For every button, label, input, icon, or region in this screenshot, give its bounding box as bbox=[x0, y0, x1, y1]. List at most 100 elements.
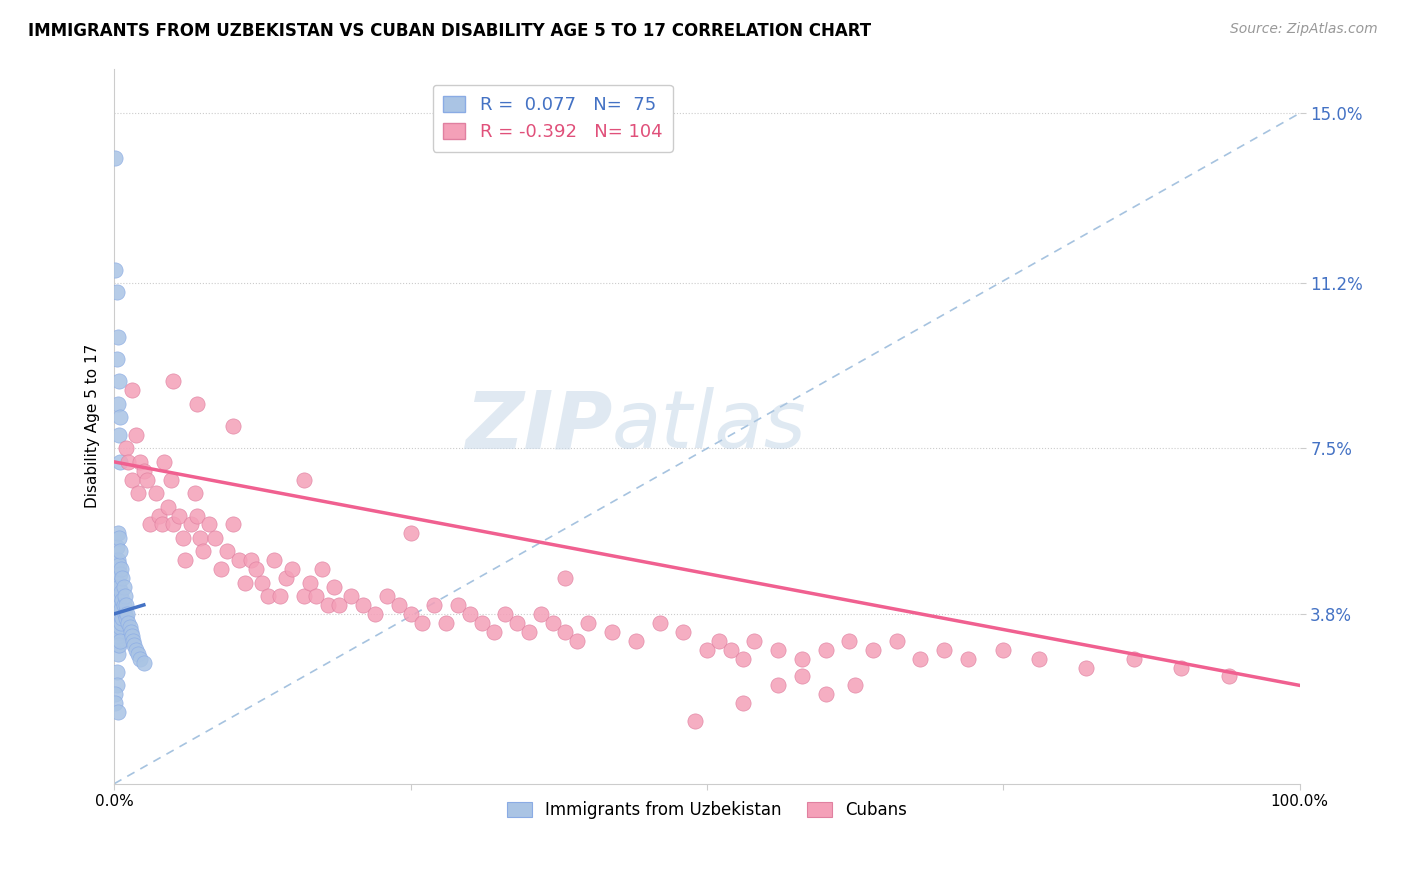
Point bbox=[172, 531, 194, 545]
Point bbox=[423, 598, 446, 612]
Point bbox=[269, 589, 291, 603]
Point bbox=[600, 624, 623, 639]
Point bbox=[174, 553, 197, 567]
Point bbox=[245, 562, 267, 576]
Point bbox=[910, 651, 932, 665]
Point bbox=[107, 647, 129, 661]
Point bbox=[108, 624, 131, 639]
Point bbox=[104, 607, 127, 621]
Point bbox=[1122, 651, 1144, 665]
Point bbox=[104, 584, 127, 599]
Point bbox=[107, 615, 129, 630]
Point bbox=[104, 262, 127, 277]
Point bbox=[148, 508, 170, 523]
Point bbox=[108, 531, 131, 545]
Point bbox=[233, 575, 256, 590]
Point bbox=[766, 678, 789, 692]
Point bbox=[672, 624, 695, 639]
Point bbox=[932, 642, 955, 657]
Point bbox=[105, 562, 128, 576]
Point bbox=[107, 553, 129, 567]
Point bbox=[274, 571, 297, 585]
Point bbox=[744, 633, 766, 648]
Point bbox=[104, 553, 127, 567]
Point bbox=[541, 615, 564, 630]
Point bbox=[364, 607, 387, 621]
Point bbox=[115, 607, 138, 621]
Point bbox=[136, 473, 159, 487]
Point bbox=[110, 584, 132, 599]
Point bbox=[257, 589, 280, 603]
Point bbox=[1076, 660, 1098, 674]
Point bbox=[696, 642, 718, 657]
Point bbox=[862, 642, 884, 657]
Point bbox=[111, 611, 134, 625]
Point bbox=[1218, 669, 1240, 683]
Point bbox=[215, 544, 238, 558]
Point bbox=[124, 428, 146, 442]
Point bbox=[399, 526, 422, 541]
Point bbox=[340, 589, 363, 603]
Point bbox=[886, 633, 908, 648]
Point bbox=[124, 642, 146, 657]
Point bbox=[352, 598, 374, 612]
Point bbox=[108, 638, 131, 652]
Point bbox=[105, 580, 128, 594]
Point bbox=[108, 544, 131, 558]
Point bbox=[107, 607, 129, 621]
Point bbox=[104, 615, 127, 630]
Point bbox=[108, 580, 131, 594]
Point bbox=[993, 642, 1015, 657]
Point bbox=[107, 329, 129, 343]
Point bbox=[239, 553, 262, 567]
Point bbox=[127, 647, 149, 661]
Point bbox=[814, 687, 837, 701]
Point bbox=[107, 705, 129, 719]
Point bbox=[105, 633, 128, 648]
Point bbox=[105, 607, 128, 621]
Point bbox=[105, 352, 128, 367]
Point bbox=[180, 517, 202, 532]
Point bbox=[766, 642, 789, 657]
Point bbox=[162, 517, 184, 532]
Text: ZIP: ZIP bbox=[465, 387, 612, 465]
Point bbox=[471, 615, 494, 630]
Point bbox=[108, 428, 131, 442]
Point bbox=[112, 598, 135, 612]
Point bbox=[576, 615, 599, 630]
Point bbox=[186, 508, 208, 523]
Point bbox=[399, 607, 422, 621]
Point bbox=[132, 464, 155, 478]
Point bbox=[122, 633, 145, 648]
Point bbox=[209, 562, 232, 576]
Point bbox=[1170, 660, 1192, 674]
Point bbox=[731, 696, 754, 710]
Point bbox=[124, 638, 146, 652]
Point bbox=[107, 638, 129, 652]
Point bbox=[228, 553, 250, 567]
Point bbox=[222, 419, 245, 434]
Point bbox=[292, 589, 315, 603]
Point bbox=[188, 531, 211, 545]
Point bbox=[263, 553, 285, 567]
Point bbox=[108, 455, 131, 469]
Point bbox=[447, 598, 470, 612]
Point bbox=[110, 615, 132, 630]
Point bbox=[114, 607, 136, 621]
Point bbox=[411, 615, 433, 630]
Point bbox=[108, 633, 131, 648]
Point bbox=[184, 486, 207, 500]
Point bbox=[554, 571, 576, 585]
Point bbox=[108, 607, 131, 621]
Point bbox=[222, 517, 245, 532]
Point bbox=[108, 566, 131, 581]
Text: IMMIGRANTS FROM UZBEKISTAN VS CUBAN DISABILITY AGE 5 TO 17 CORRELATION CHART: IMMIGRANTS FROM UZBEKISTAN VS CUBAN DISA… bbox=[28, 22, 872, 40]
Point bbox=[117, 455, 139, 469]
Point bbox=[115, 598, 138, 612]
Point bbox=[121, 629, 143, 643]
Point bbox=[105, 615, 128, 630]
Point bbox=[204, 531, 226, 545]
Point bbox=[198, 517, 221, 532]
Point bbox=[132, 656, 155, 670]
Point bbox=[731, 651, 754, 665]
